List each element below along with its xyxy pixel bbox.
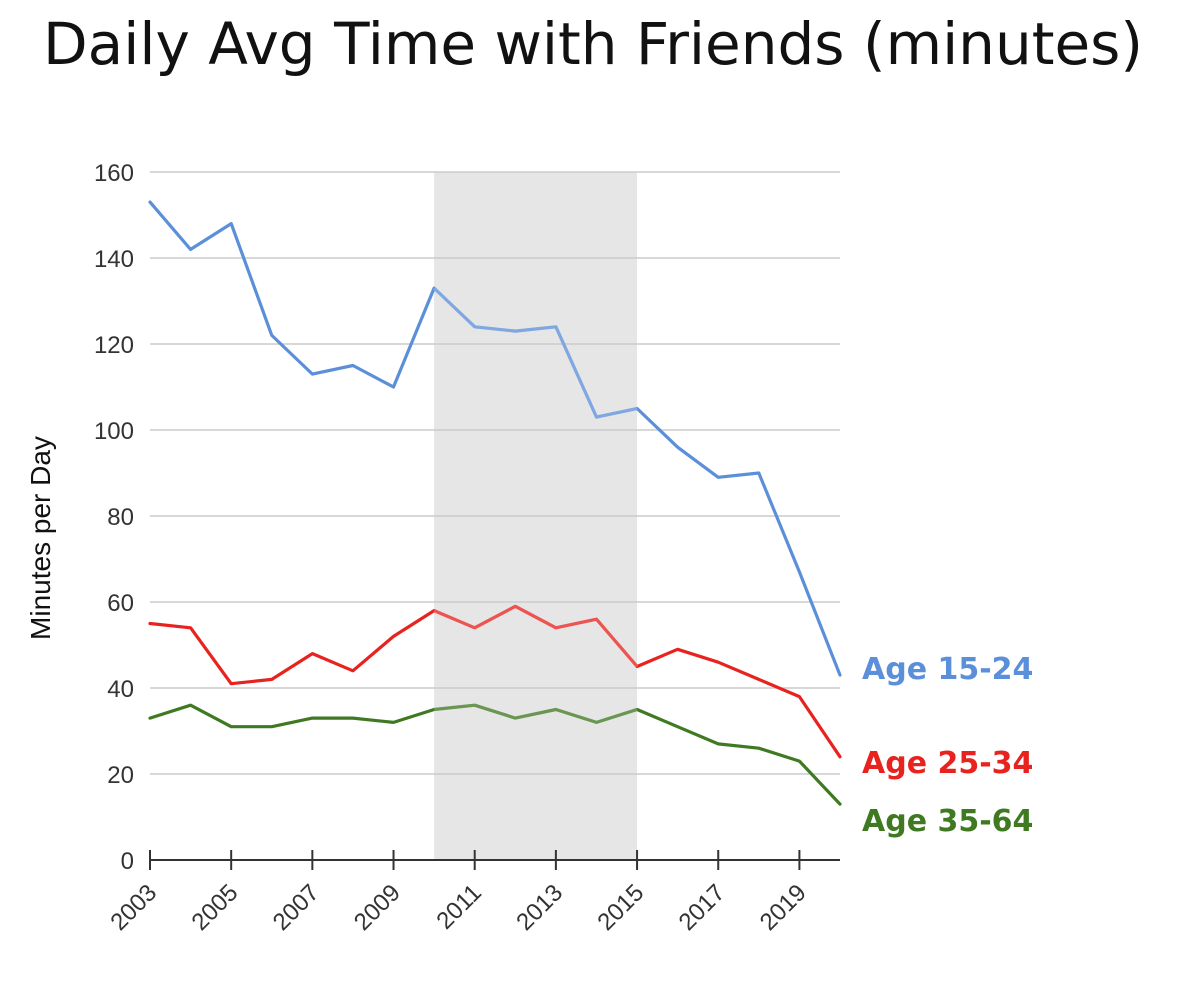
x-tick-label: 2017 <box>674 879 731 936</box>
x-tick-label: 2011 <box>431 879 487 935</box>
y-tick-label: 20 <box>107 762 134 789</box>
chart-title: Daily Avg Time with Friends (minutes) <box>43 10 1143 78</box>
y-tick-label: 100 <box>94 418 134 445</box>
series-label: Age 35-64 <box>862 804 1033 839</box>
x-tick-label: 2005 <box>187 879 244 936</box>
y-tick-labels: 0 20 40 60 80 100 120 140 160 <box>94 160 134 875</box>
x-tick-label: 2015 <box>592 879 649 936</box>
series-line-shaded-overlay <box>433 604 639 668</box>
y-tick-label: 140 <box>94 246 134 273</box>
x-tick-label: 2009 <box>349 879 406 936</box>
y-axis-title: Minutes per Day <box>25 436 56 640</box>
x-tick-label: 2013 <box>511 879 568 936</box>
y-tick-label: 80 <box>107 504 134 531</box>
series-line <box>148 604 842 759</box>
series-labels: Age 15-24 Age 25-34 Age 35-64 <box>862 652 1033 839</box>
series-line-shaded-overlay <box>433 703 638 724</box>
series-label: Age 25-34 <box>862 746 1033 781</box>
x-tick-label: 2019 <box>755 879 812 936</box>
series-label: Age 15-24 <box>862 652 1033 687</box>
gridlines <box>150 171 840 775</box>
series-line <box>148 703 842 806</box>
series-line-shaded-overlay <box>432 286 638 419</box>
x-tick-label: 2003 <box>105 879 162 936</box>
x-axis <box>149 850 840 870</box>
y-tick-label: 40 <box>107 676 134 703</box>
y-tick-label: 120 <box>94 332 134 359</box>
x-tick-labels: 2003 2005 2007 2009 2011 2013 2015 2017 2019 <box>105 879 811 936</box>
y-tick-label: 160 <box>94 160 134 187</box>
series-line <box>148 200 842 677</box>
series-lines <box>148 200 842 806</box>
y-tick-label: 60 <box>107 590 134 617</box>
y-tick-label: 0 <box>121 848 134 875</box>
x-tick-label: 2007 <box>268 879 325 936</box>
